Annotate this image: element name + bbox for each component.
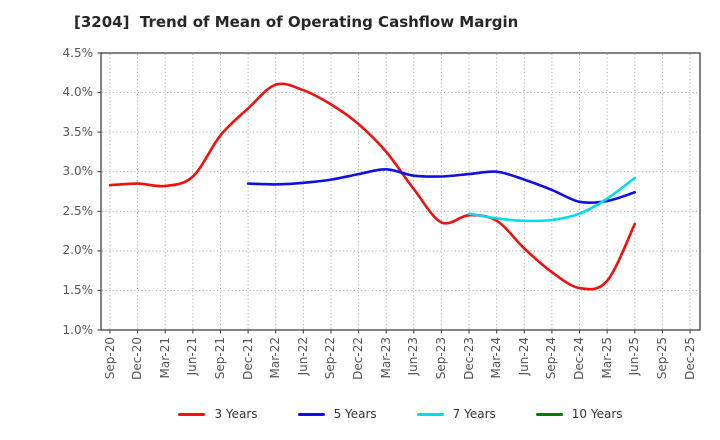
series-line-5-years [246,167,637,205]
y-tick-label: 3.0% [62,164,94,179]
x-tick-label: Jun-23 [406,337,421,376]
x-tick-label: Jun-25 [627,337,642,376]
x-tick-label: Sep-21 [212,337,227,380]
x-tick-label: Mar-21 [157,337,172,379]
legend-label: 5 Years [333,407,377,421]
legend-label: 7 Years [452,407,496,421]
x-tick-label: Jun-24 [516,337,531,376]
legend-item: 7 Years [416,407,496,421]
y-tick-label: 2.5% [62,203,94,218]
x-tick-label: Mar-24 [489,337,504,379]
y-tick-label: 1.0% [62,322,94,337]
x-tick-label: Sep-22 [323,337,338,380]
x-tick-label: Sep-20 [102,337,117,380]
y-tick-label: 4.5% [62,45,94,60]
x-tick-label: Dec-22 [351,337,366,380]
legend-swatch [535,412,563,416]
x-tick-label: Dec-23 [461,337,476,380]
x-tick-label: Dec-21 [240,337,255,380]
legend-swatch [297,412,325,416]
legend-item: 5 Years [297,407,377,421]
legend-label: 3 Years [214,407,258,421]
x-tick-label: Sep-23 [433,337,448,380]
x-tick-label: Mar-23 [378,337,393,379]
y-tick-label: 1.5% [62,282,94,297]
x-tick-label: Sep-25 [654,337,669,380]
y-tick-label: 2.0% [62,243,94,258]
legend: 3 Years 5 Years 7 Years 10 Years [101,405,700,423]
legend-item: 10 Years [535,407,623,421]
legend-label: 10 Years [571,407,623,421]
chart-title: [3204] Trend of Mean of Operating Cashfl… [74,13,519,31]
y-tick-label: 3.5% [62,124,94,139]
plot-border [100,52,701,331]
x-tick-label: Dec-20 [130,337,145,380]
y-tick-label: 4.0% [62,85,94,100]
x-tick-label: Jun-21 [185,337,200,376]
x-tick-label: Jun-22 [295,337,310,376]
x-tick-label: Dec-24 [572,337,587,380]
legend-swatch [416,412,444,416]
x-tick-label: Sep-24 [544,337,559,380]
series-line-7-years [467,176,637,223]
legend-item: 3 Years [178,407,258,421]
x-tick-label: Dec-25 [682,337,697,380]
legend-swatch [178,412,206,416]
x-tick-label: Mar-22 [268,337,283,379]
x-tick-label: Mar-25 [599,337,614,379]
series-line-3-years [108,82,637,291]
